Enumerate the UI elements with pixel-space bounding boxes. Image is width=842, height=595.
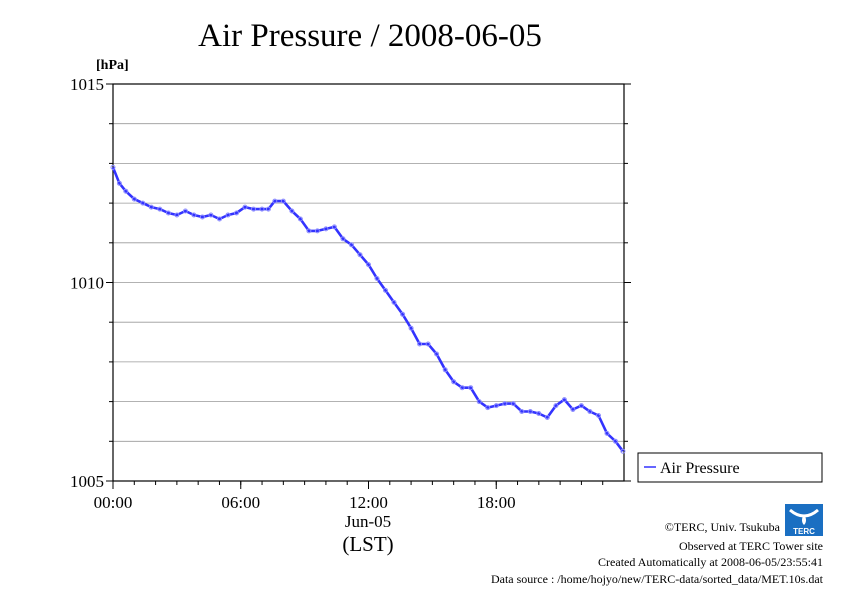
data-point (519, 409, 525, 414)
data-point (391, 299, 397, 305)
data-point (544, 415, 550, 420)
data-point (366, 262, 371, 268)
data-point (289, 208, 295, 214)
logo-drop-icon (802, 514, 806, 525)
data-point (340, 236, 346, 242)
logo-text: TERC (793, 527, 815, 536)
data-point (234, 210, 239, 216)
data-point (374, 276, 380, 281)
data-point (596, 413, 601, 418)
data-point (570, 407, 576, 412)
data-point (604, 430, 610, 436)
legend: Air Pressure (637, 452, 823, 483)
footer-site: Observed at TERC Tower site (679, 539, 823, 553)
x-axis: 00:00 06:00 12:00 18:00 (94, 481, 604, 512)
data-point (451, 379, 457, 385)
data-point (331, 224, 337, 230)
data-point (157, 206, 163, 212)
data-point (561, 397, 567, 403)
data-point (400, 311, 406, 317)
data-point (148, 204, 154, 210)
data-point (199, 214, 205, 220)
y-tick-label: 1015 (70, 75, 104, 94)
data-point (208, 212, 214, 218)
data-point (297, 216, 303, 222)
data-point (131, 196, 137, 202)
data-point (306, 228, 312, 234)
x-axis-label: (LST) (342, 532, 393, 556)
data-point (493, 403, 499, 409)
y-axis: 1005 1010 1015 (70, 75, 631, 491)
data-point (553, 403, 559, 409)
data-point (468, 385, 474, 391)
data-point (578, 403, 584, 409)
y-axis-unit: [hPa] (96, 58, 129, 73)
data-point (536, 411, 542, 416)
series-air-pressure (110, 164, 626, 454)
data-point (408, 325, 414, 331)
data-point (191, 212, 197, 218)
legend-box (637, 452, 823, 483)
data-point (459, 385, 465, 391)
data-point (140, 200, 146, 206)
data-point (434, 351, 440, 357)
data-point (510, 401, 516, 407)
data-point (417, 341, 423, 347)
data-point (123, 188, 129, 194)
data-point (613, 438, 618, 444)
x-tick-label: 06:00 (221, 493, 260, 512)
data-point (527, 409, 533, 414)
x-tick-label: 18:00 (477, 493, 516, 512)
x-tick-label: 00:00 (94, 493, 133, 512)
footer-source: Data source : /home/hojyo/new/TERC-data/… (491, 572, 824, 586)
y-tick-label: 1005 (70, 472, 104, 491)
data-point (442, 367, 448, 373)
data-point (259, 206, 265, 212)
series-line (111, 166, 624, 452)
data-point (357, 252, 363, 258)
data-point (251, 206, 256, 212)
data-point (110, 164, 116, 170)
y-tick-label: 1010 (70, 274, 104, 293)
data-point (182, 208, 188, 214)
data-point (314, 228, 320, 234)
data-point (280, 198, 286, 204)
data-point (323, 226, 329, 232)
chart-title: Air Pressure / 2008-06-05 (198, 18, 542, 54)
data-point (165, 210, 171, 216)
data-point (383, 287, 388, 293)
x-tick-label: 12:00 (349, 493, 388, 512)
data-point (242, 204, 248, 210)
data-point (485, 405, 491, 411)
data-point (116, 180, 122, 186)
data-point (476, 399, 482, 405)
grid-lines (113, 123, 624, 442)
x-axis-date-label: Jun-05 (345, 512, 391, 531)
footer-created: Created Automatically at 2008-06-05/23:5… (598, 555, 823, 569)
footer-credit: ©TERC, Univ. Tsukuba (665, 520, 781, 534)
data-point (620, 448, 626, 454)
data-point (265, 206, 271, 212)
terc-logo: TERC (785, 504, 823, 536)
data-point (174, 212, 180, 218)
data-point (425, 341, 431, 347)
data-point (225, 212, 231, 218)
legend-label-air-pressure: Air Pressure (660, 460, 740, 477)
data-point (587, 409, 593, 414)
data-point (217, 216, 222, 222)
data-point (272, 198, 278, 204)
data-point (349, 242, 354, 248)
data-point (502, 401, 508, 407)
